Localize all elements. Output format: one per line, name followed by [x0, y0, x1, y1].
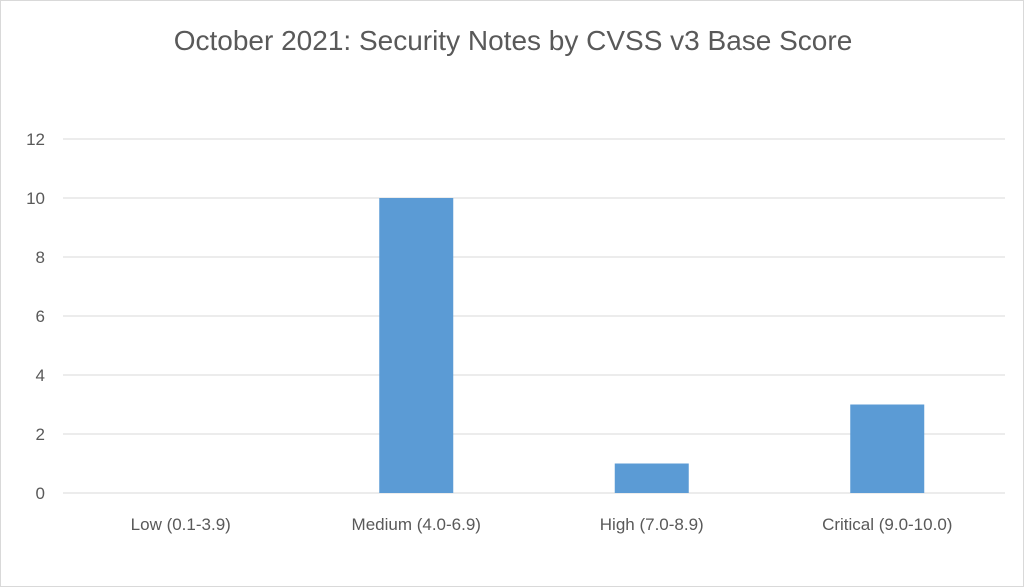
y-tick-label: 12	[26, 130, 45, 149]
chart-title: October 2021: Security Notes by CVSS v3 …	[173, 25, 853, 56]
bars	[379, 198, 925, 493]
bar-2	[614, 463, 689, 493]
y-tick-label: 8	[36, 248, 45, 267]
y-axis-ticks: 0 2 4 6 8 10 12	[26, 130, 45, 503]
x-axis-ticks: Low (0.1-3.9) Medium (4.0-6.9) High (7.0-8…	[131, 515, 953, 534]
y-tick-label: 10	[26, 189, 45, 208]
x-tick-label: Critical (9.0-10.0)	[822, 515, 952, 534]
x-tick-label: High (7.0-8.9)	[600, 515, 704, 534]
y-tick-label: 0	[36, 484, 45, 503]
y-tick-label: 2	[36, 425, 45, 444]
x-tick-label: Medium (4.0-6.9)	[352, 515, 481, 534]
y-tick-label: 6	[36, 307, 45, 326]
y-tick-label: 4	[36, 366, 45, 385]
bar-3	[850, 404, 925, 493]
x-tick-label: Low (0.1-3.9)	[131, 515, 231, 534]
bar-1	[379, 198, 454, 493]
gridlines	[63, 138, 1005, 494]
